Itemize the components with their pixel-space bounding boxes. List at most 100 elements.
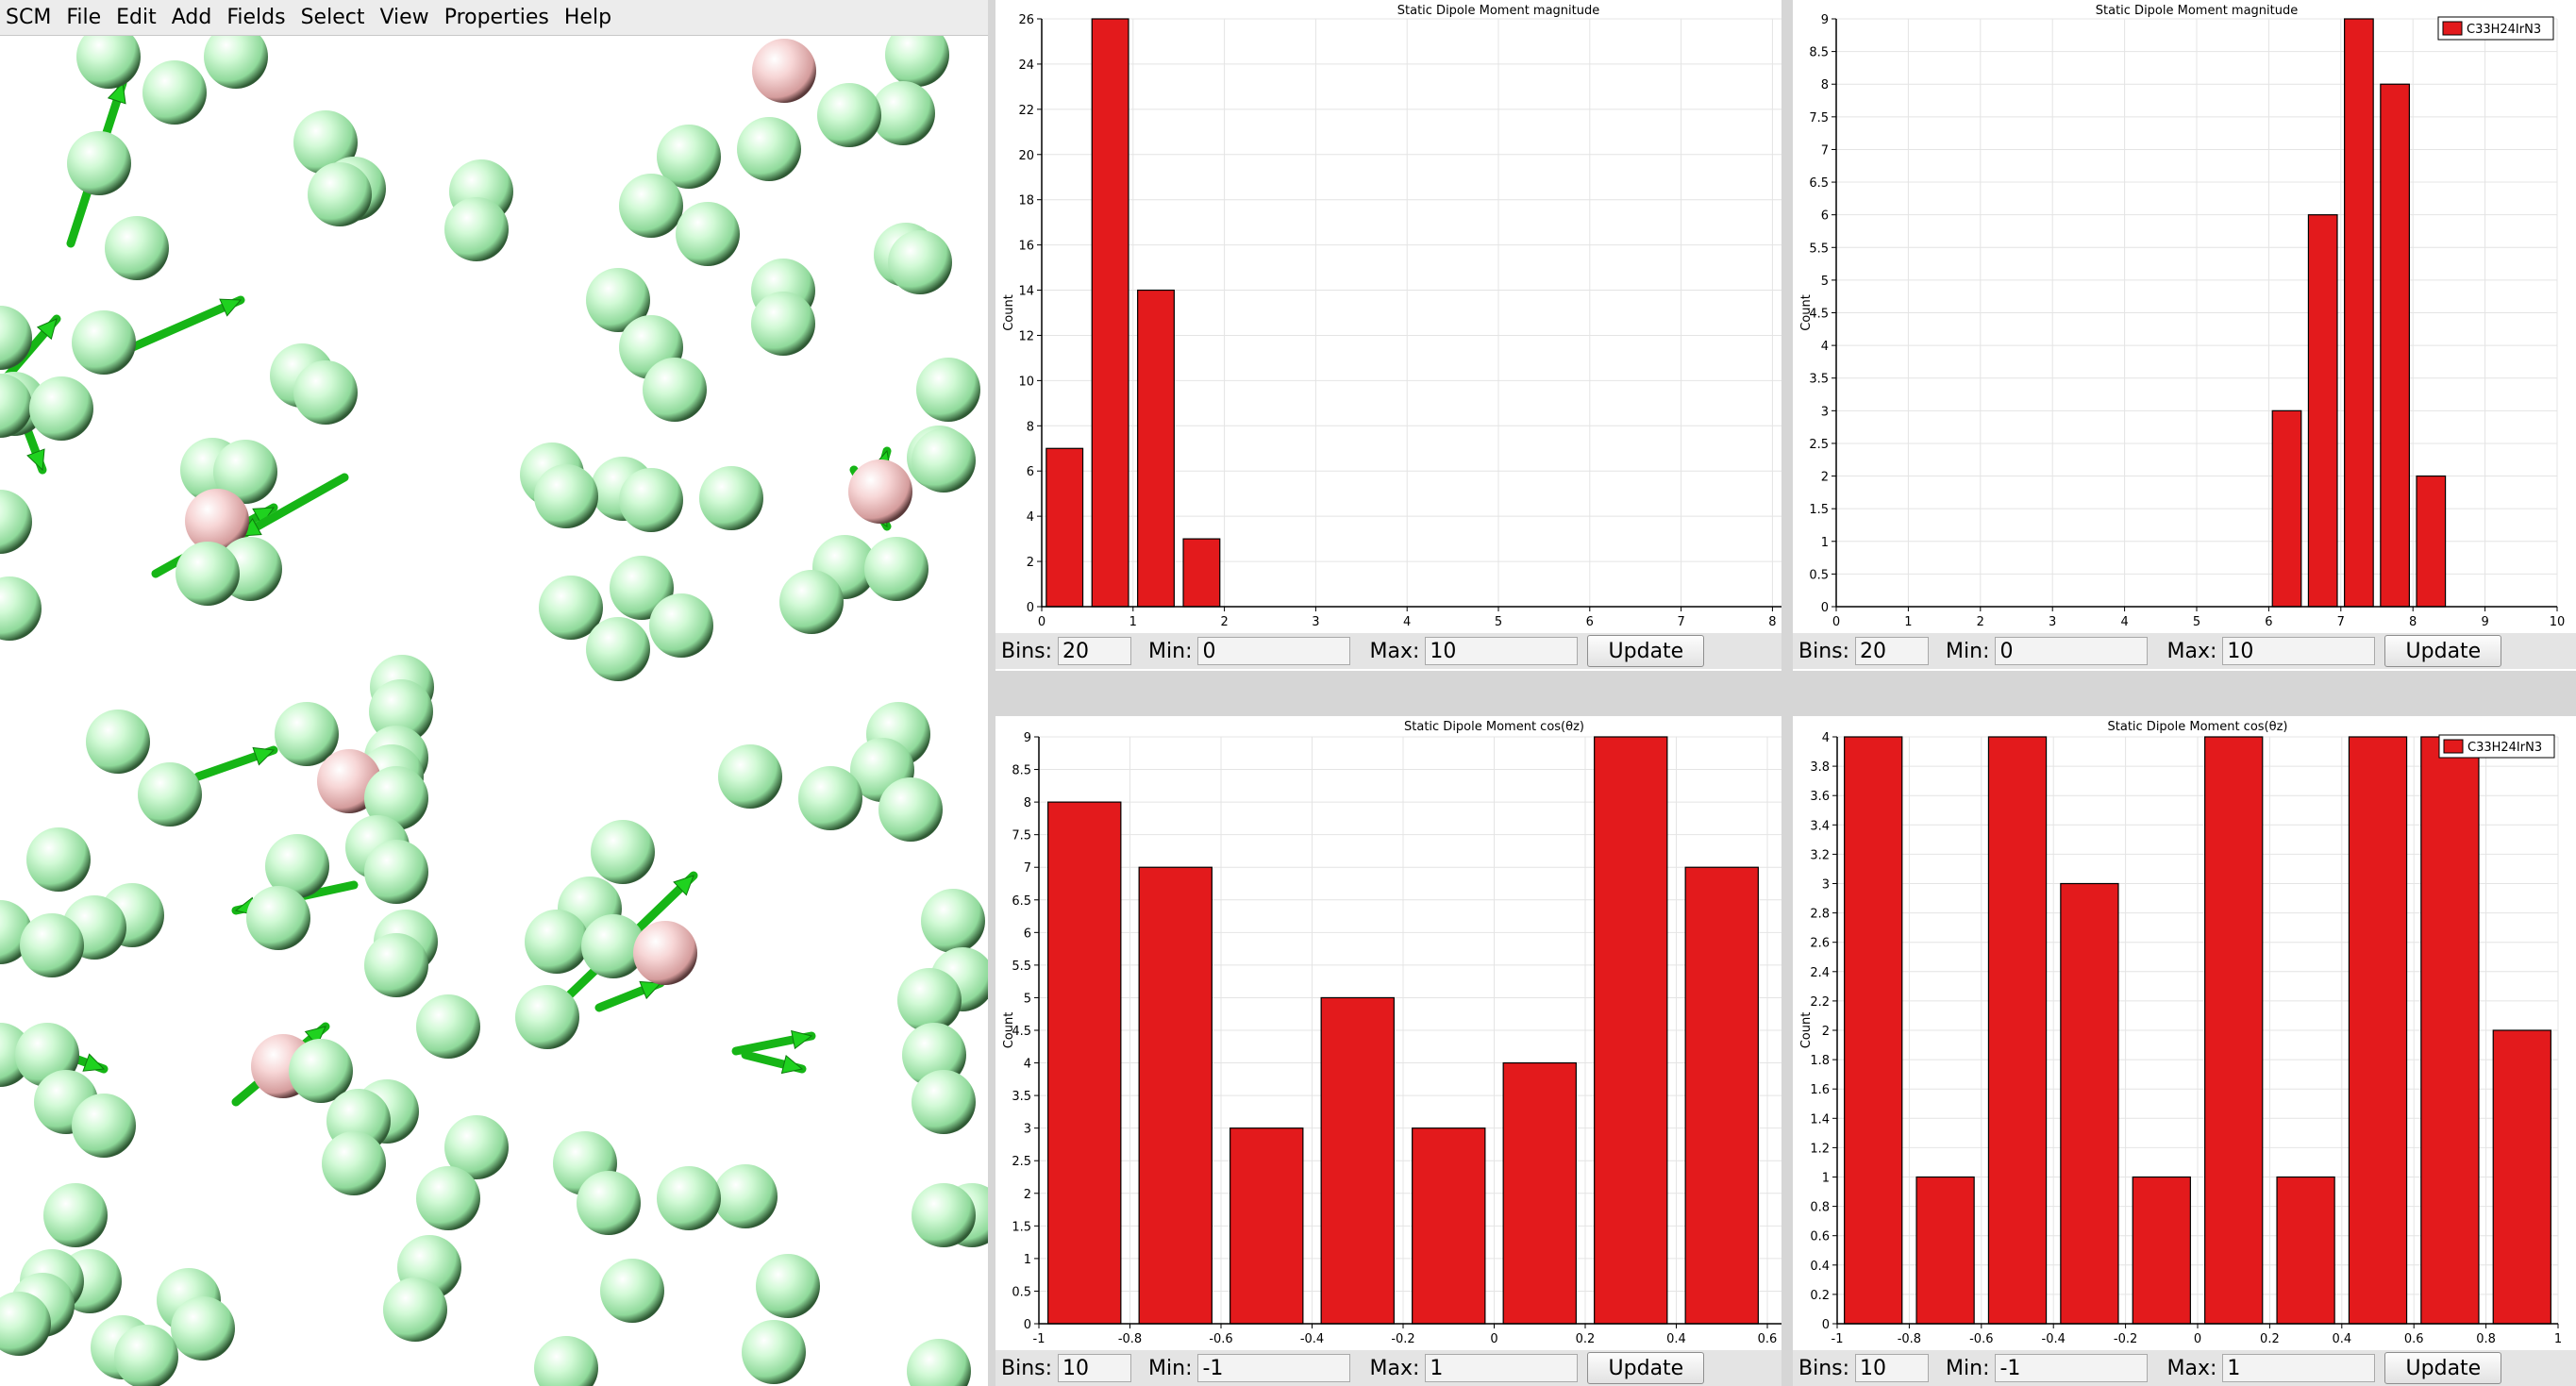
x-tick-label: 0.2 [1576, 1332, 1596, 1346]
nitrogen-atom [322, 1131, 386, 1195]
y-tick-label: 7 [1024, 861, 1031, 876]
nitrogen-atom [176, 542, 240, 606]
min-label: Min: [1946, 639, 1990, 663]
menu-select[interactable]: Select [300, 5, 365, 29]
histogram-bar [1047, 801, 1122, 1325]
y-tick-label: 0.5 [1809, 568, 1829, 582]
y-tick-label: 3.5 [1809, 373, 1829, 387]
x-tick-label: 0.6 [1758, 1332, 1778, 1346]
menu-edit[interactable]: Edit [116, 5, 157, 29]
nitrogen-atom [676, 202, 740, 266]
max-input[interactable] [1425, 1354, 1579, 1382]
nitrogen-atom [878, 777, 943, 842]
grid [1041, 18, 1781, 608]
x-tick-label: -0.2 [1391, 1332, 1414, 1346]
histogram-bar [1138, 866, 1213, 1325]
y-tick-label: 26 [1018, 13, 1034, 27]
x-tick-label: 6 [1586, 615, 1594, 629]
y-tick-label: 6 [1027, 465, 1034, 479]
molecule-viewport[interactable] [0, 36, 988, 1386]
dipole-arrow-head [791, 1029, 813, 1050]
nitrogen-atom [912, 1070, 976, 1134]
x-tick-label: 8 [1768, 615, 1776, 629]
nitrogen-atom [581, 914, 645, 978]
nitrogen-atom [171, 1296, 235, 1361]
x-tick-label: 0.8 [2476, 1332, 2496, 1346]
bins-input[interactable] [1855, 1354, 1930, 1382]
menu-help[interactable]: Help [563, 5, 612, 29]
menu-add[interactable]: Add [171, 5, 212, 29]
x-tick-label: -0.6 [1209, 1332, 1232, 1346]
iridium-atom [848, 459, 912, 524]
nitrogen-atom [204, 36, 268, 89]
bins-label: Bins: [1001, 639, 1053, 663]
min-input[interactable] [1197, 1354, 1351, 1382]
y-tick-label: 0 [1821, 601, 1829, 615]
min-input[interactable] [1197, 637, 1351, 665]
y-tick-label: 1.8 [1810, 1054, 1830, 1068]
y-tick-label: 1 [1821, 536, 1829, 550]
y-axis-label: Count [1799, 1012, 1814, 1049]
iridium-atom [185, 489, 249, 553]
histogram-bar [2307, 214, 2338, 608]
nitrogen-atom [213, 440, 277, 504]
histogram-bar [2380, 83, 2410, 608]
y-tick-label: 0 [1822, 1318, 1830, 1332]
y-tick-label: 7.5 [1809, 111, 1829, 125]
histogram-bar [1045, 447, 1084, 608]
bins-input[interactable] [1058, 1354, 1132, 1382]
histogram-bar [1684, 866, 1759, 1325]
nitrogen-atom [885, 36, 949, 87]
x-tick-label: 0.6 [2404, 1332, 2424, 1346]
y-tick-label: 1.5 [1809, 503, 1829, 517]
menu-file[interactable]: File [66, 5, 102, 29]
molecule-scene[interactable] [0, 36, 988, 1386]
nitrogen-atom [444, 1115, 509, 1179]
menu-properties[interactable]: Properties [443, 5, 549, 29]
x-tick-label: 5 [1495, 615, 1502, 629]
min-input[interactable] [1995, 1354, 2149, 1382]
y-tick-label: 8 [1024, 796, 1031, 810]
nitrogen-atom [912, 1183, 976, 1247]
nitrogen-atom [779, 570, 844, 634]
nitrogen-atom [114, 1325, 178, 1386]
x-tick-label: 10 [2550, 615, 2566, 629]
nitrogen-atom [246, 886, 310, 950]
max-input[interactable] [2222, 1354, 2376, 1382]
nitrogen-atom [921, 889, 985, 953]
splitter-charts[interactable] [1781, 0, 1793, 1386]
menu-view[interactable]: View [379, 5, 429, 29]
max-input[interactable] [1425, 637, 1579, 665]
nitrogen-atom [0, 490, 32, 554]
update-button[interactable]: Update [1587, 635, 1705, 667]
splitter-vertical[interactable] [988, 0, 995, 1386]
nitrogen-atom [871, 81, 935, 145]
bins-input[interactable] [1855, 637, 1930, 665]
dipole-arrow-head [304, 1026, 326, 1047]
nitrogen-atom [888, 230, 952, 294]
x-tick-label: 0 [1832, 615, 1840, 629]
histogram-bar [2132, 1176, 2191, 1325]
min-label: Min: [1148, 1356, 1193, 1380]
nitrogen-atom [649, 593, 713, 658]
update-button[interactable]: Update [1587, 1352, 1705, 1384]
histogram-chart: 01234567891002468101214161820222426Stati… [1002, 4, 1781, 629]
x-tick-label: 2 [1220, 615, 1228, 629]
update-button[interactable]: Update [2384, 1352, 2502, 1384]
max-input[interactable] [2222, 637, 2376, 665]
bins-input[interactable] [1058, 637, 1132, 665]
histogram-panel-magnitude-c33h24irn3: 0 1 2 3 4 5 6 7 8 9 10 0 0.5 1 1.5 2 2.5 3 3.5 4 4.5 5 5.5 6 6.5… [1793, 0, 2576, 671]
update-button[interactable]: Update [2384, 635, 2502, 667]
nitrogen-atom [416, 1166, 480, 1230]
y-tick-label: 3.8 [1810, 760, 1830, 775]
y-tick-label: 1.2 [1810, 1142, 1830, 1156]
bins-label: Bins: [1798, 639, 1850, 663]
histogram-bar [2204, 736, 2264, 1325]
nitrogen-atom [515, 985, 579, 1049]
menu-fields[interactable]: Fields [226, 5, 286, 29]
min-input[interactable] [1995, 637, 2149, 665]
grid [1835, 18, 2558, 608]
x-tick-label: -0.4 [2042, 1332, 2066, 1346]
menu-scm[interactable]: SCM [6, 5, 52, 29]
y-tick-label: 2.2 [1810, 995, 1830, 1010]
